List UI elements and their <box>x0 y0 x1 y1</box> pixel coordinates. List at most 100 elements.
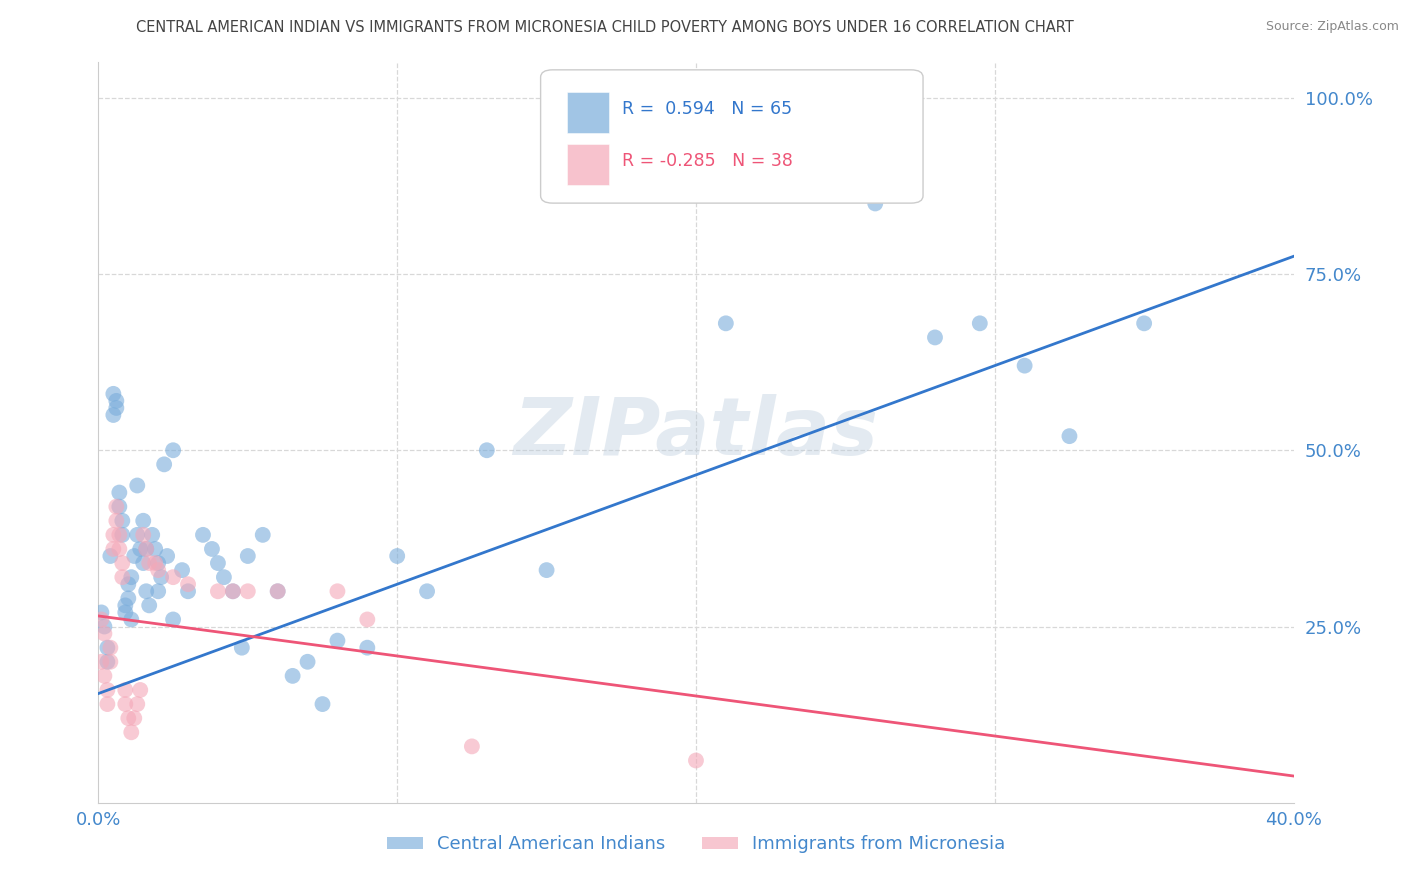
Point <box>150 570 173 584</box>
Text: R = -0.285   N = 38: R = -0.285 N = 38 <box>621 152 793 169</box>
Point <box>297 655 319 669</box>
Point <box>108 500 131 514</box>
Point <box>129 683 152 698</box>
Point <box>90 612 112 626</box>
Point <box>96 697 118 711</box>
FancyBboxPatch shape <box>567 144 609 185</box>
Point <box>685 754 707 768</box>
Point <box>416 584 439 599</box>
Point <box>461 739 484 754</box>
Point <box>127 478 149 492</box>
Point <box>127 528 149 542</box>
Point <box>326 633 349 648</box>
Point <box>236 584 259 599</box>
Point <box>207 584 229 599</box>
Point <box>135 584 157 599</box>
Point <box>111 514 134 528</box>
Point <box>536 563 558 577</box>
Point <box>267 584 290 599</box>
Point <box>153 458 176 472</box>
Legend: Central American Indians, Immigrants from Micronesia: Central American Indians, Immigrants fro… <box>380 828 1012 861</box>
Point <box>135 541 157 556</box>
Point <box>111 528 134 542</box>
Point <box>177 584 200 599</box>
Text: CENTRAL AMERICAN INDIAN VS IMMIGRANTS FROM MICRONESIA CHILD POVERTY AMONG BOYS U: CENTRAL AMERICAN INDIAN VS IMMIGRANTS FR… <box>136 20 1073 35</box>
Point <box>93 619 115 633</box>
Point <box>114 606 136 620</box>
Point <box>96 655 118 669</box>
Point <box>96 683 118 698</box>
Point <box>177 577 200 591</box>
FancyBboxPatch shape <box>567 92 609 133</box>
Point <box>93 669 115 683</box>
Point <box>267 584 290 599</box>
Point <box>114 599 136 613</box>
Point <box>162 612 184 626</box>
Point <box>222 584 245 599</box>
Point <box>714 316 737 330</box>
Point <box>252 528 274 542</box>
Point <box>143 541 166 556</box>
Point <box>103 408 125 422</box>
Point <box>105 401 128 415</box>
Point <box>132 556 155 570</box>
Point <box>1014 359 1036 373</box>
Point <box>132 514 155 528</box>
Point <box>148 584 170 599</box>
Point <box>212 570 235 584</box>
Point <box>148 563 170 577</box>
Point <box>231 640 253 655</box>
Point <box>356 640 378 655</box>
Point <box>969 316 991 330</box>
Point <box>114 683 136 698</box>
Point <box>90 655 112 669</box>
Point <box>222 584 245 599</box>
Point <box>108 528 131 542</box>
Point <box>105 393 128 408</box>
Point <box>804 97 827 112</box>
Point <box>105 500 128 514</box>
Point <box>98 640 122 655</box>
Point <box>117 591 139 606</box>
Point <box>96 640 118 655</box>
Point <box>103 528 125 542</box>
Point <box>98 549 122 563</box>
Point <box>98 655 122 669</box>
Point <box>311 697 333 711</box>
Point <box>475 443 498 458</box>
Point <box>201 541 224 556</box>
Point <box>865 196 887 211</box>
Point <box>93 626 115 640</box>
Point <box>127 697 149 711</box>
Point <box>117 577 139 591</box>
Point <box>114 697 136 711</box>
Point <box>162 570 184 584</box>
Point <box>385 549 409 563</box>
Point <box>124 549 146 563</box>
Point <box>143 556 166 570</box>
Point <box>120 570 142 584</box>
Point <box>141 528 163 542</box>
Point <box>207 556 229 570</box>
Point <box>356 612 378 626</box>
Point <box>191 528 214 542</box>
Point <box>90 606 112 620</box>
Point <box>120 725 142 739</box>
Point <box>103 387 125 401</box>
Point <box>156 549 179 563</box>
Point <box>326 584 349 599</box>
Text: Source: ZipAtlas.com: Source: ZipAtlas.com <box>1265 20 1399 33</box>
Point <box>129 541 152 556</box>
Point <box>103 541 125 556</box>
Point <box>108 485 131 500</box>
Point <box>111 570 134 584</box>
Point <box>924 330 946 344</box>
Point <box>135 541 157 556</box>
Point <box>236 549 259 563</box>
Point <box>120 612 142 626</box>
Point <box>281 669 304 683</box>
Point <box>138 556 160 570</box>
Point <box>105 514 128 528</box>
Point <box>1059 429 1081 443</box>
Point <box>111 556 134 570</box>
